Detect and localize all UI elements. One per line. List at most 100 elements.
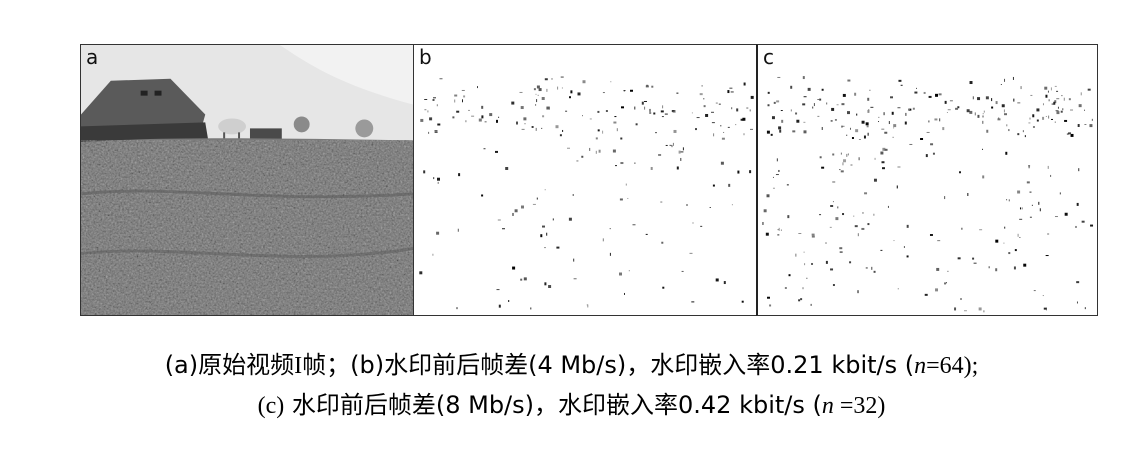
difference-speckle bbox=[961, 227, 963, 230]
caption-b-tag: (b) bbox=[350, 351, 385, 379]
difference-speckle bbox=[682, 147, 684, 151]
difference-speckle bbox=[900, 84, 903, 86]
difference-speckle bbox=[420, 118, 424, 122]
difference-speckle bbox=[750, 95, 754, 99]
difference-speckle bbox=[672, 111, 676, 113]
difference-speckle bbox=[1017, 190, 1021, 194]
difference-speckle bbox=[452, 116, 455, 119]
difference-speckle bbox=[595, 137, 598, 140]
difference-speckle bbox=[888, 121, 890, 125]
difference-speckle bbox=[1062, 108, 1064, 111]
difference-speckle bbox=[605, 110, 608, 113]
difference-speckle bbox=[850, 164, 853, 166]
difference-speckle bbox=[1084, 307, 1086, 310]
difference-speckle bbox=[804, 263, 806, 266]
difference-speckle bbox=[1074, 225, 1077, 228]
difference-speckle bbox=[802, 76, 805, 80]
difference-speckle bbox=[776, 100, 780, 103]
difference-speckle bbox=[562, 129, 564, 132]
difference-speckle bbox=[544, 189, 546, 191]
difference-speckle bbox=[867, 97, 870, 101]
difference-speckle bbox=[781, 119, 784, 123]
difference-speckle bbox=[628, 270, 630, 272]
difference-speckle bbox=[532, 203, 536, 205]
difference-speckle bbox=[589, 147, 591, 151]
difference-speckle bbox=[893, 124, 897, 128]
difference-speckle bbox=[839, 169, 841, 171]
difference-speckle bbox=[427, 110, 429, 113]
difference-speckle bbox=[777, 234, 780, 236]
difference-speckle bbox=[983, 310, 985, 313]
difference-speckle bbox=[536, 99, 538, 103]
difference-speckle bbox=[1051, 118, 1053, 120]
difference-speckle bbox=[995, 239, 999, 243]
difference-speckle bbox=[495, 150, 498, 153]
difference-speckle bbox=[771, 116, 775, 120]
difference-speckle bbox=[598, 149, 601, 153]
difference-speckle bbox=[727, 126, 730, 128]
difference-speckle bbox=[559, 134, 562, 137]
difference-speckle bbox=[531, 126, 534, 128]
difference-speckle bbox=[715, 102, 718, 104]
difference-speckle bbox=[731, 107, 733, 110]
difference-speckle bbox=[512, 212, 514, 216]
difference-speckle bbox=[770, 133, 773, 136]
difference-speckle bbox=[1076, 301, 1078, 304]
difference-speckle bbox=[1084, 124, 1087, 126]
difference-speckle bbox=[519, 91, 523, 93]
difference-speckle bbox=[874, 157, 876, 160]
difference-speckle bbox=[661, 116, 664, 118]
difference-speckle bbox=[567, 147, 570, 149]
difference-speckle bbox=[780, 110, 783, 112]
difference-speckle bbox=[966, 109, 970, 113]
difference-speckle bbox=[972, 96, 974, 100]
difference-speckle bbox=[1004, 113, 1007, 116]
difference-speckle bbox=[858, 139, 861, 140]
difference-speckle bbox=[954, 307, 957, 311]
difference-speckle bbox=[436, 104, 438, 107]
difference-speckle bbox=[523, 117, 527, 121]
difference-speckle bbox=[829, 226, 832, 228]
difference-speckle bbox=[630, 89, 633, 92]
difference-speckle bbox=[839, 247, 843, 250]
difference-speckle bbox=[836, 104, 839, 106]
difference-speckle bbox=[661, 241, 664, 244]
difference-speckle bbox=[1000, 84, 1002, 86]
difference-speckle bbox=[546, 106, 550, 110]
difference-speckle bbox=[1013, 266, 1016, 270]
difference-speckle bbox=[1061, 95, 1063, 97]
difference-speckle bbox=[778, 126, 782, 130]
difference-speckle bbox=[766, 130, 770, 134]
difference-speckle bbox=[912, 107, 915, 110]
difference-speckle bbox=[960, 298, 962, 301]
difference-speckle bbox=[857, 290, 859, 294]
difference-speckle bbox=[662, 286, 665, 289]
difference-speckle bbox=[1077, 124, 1080, 127]
difference-speckle bbox=[1054, 121, 1056, 123]
difference-speckle bbox=[544, 78, 548, 81]
difference-speckle bbox=[568, 217, 572, 221]
difference-speckle bbox=[807, 87, 811, 91]
difference-speckle bbox=[711, 122, 715, 124]
difference-speckle bbox=[423, 170, 426, 174]
difference-speckle bbox=[1047, 90, 1049, 93]
difference-speckle bbox=[665, 144, 668, 146]
difference-speckle bbox=[1020, 86, 1022, 90]
difference-speckle bbox=[945, 282, 947, 284]
difference-speckle bbox=[432, 99, 435, 101]
difference-speckle bbox=[730, 91, 734, 93]
difference-speckle bbox=[602, 238, 604, 242]
difference-speckle bbox=[982, 120, 984, 124]
difference-speckle bbox=[541, 97, 545, 100]
difference-speckle bbox=[1078, 168, 1080, 172]
difference-speckle bbox=[437, 177, 440, 181]
difference-speckle bbox=[803, 130, 807, 134]
difference-speckle bbox=[925, 154, 928, 158]
difference-speckle bbox=[597, 129, 600, 132]
difference-speckle bbox=[1008, 199, 1010, 202]
difference-speckle bbox=[1017, 233, 1019, 237]
difference-speckle bbox=[790, 109, 792, 112]
difference-speckle bbox=[826, 102, 828, 105]
difference-speckle bbox=[645, 233, 648, 235]
difference-speckle bbox=[842, 213, 845, 216]
